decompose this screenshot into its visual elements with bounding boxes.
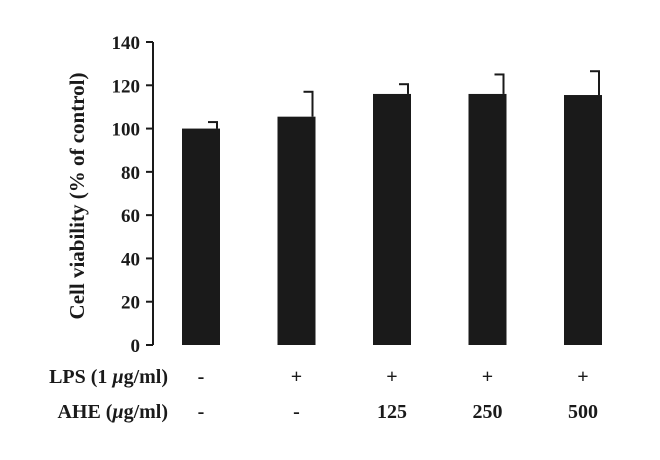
bar bbox=[373, 93, 411, 345]
y-tick-label: 120 bbox=[112, 76, 141, 97]
condition-value: - bbox=[198, 401, 205, 423]
y-axis-label: Cell viability (% of control) bbox=[65, 73, 89, 320]
bar bbox=[468, 93, 507, 345]
y-tick-label: 40 bbox=[121, 249, 140, 270]
condition-row-label: AHE (μg/ml) bbox=[57, 401, 168, 423]
condition-row-label: LPS (1 μg/ml) bbox=[49, 366, 168, 388]
condition-value: 250 bbox=[473, 401, 503, 423]
condition-value: + bbox=[291, 366, 302, 388]
row-label-part: AHE ( bbox=[57, 401, 112, 423]
condition-value: + bbox=[577, 366, 588, 388]
y-axis: 0 20 40 60 80 100 120 140 bbox=[112, 33, 154, 357]
row-label-part: g/ml) bbox=[124, 366, 168, 388]
y-tick-label: 80 bbox=[121, 163, 140, 184]
condition-value: + bbox=[482, 366, 493, 388]
row-label-part: g/ml) bbox=[124, 401, 168, 423]
y-tick-label: 0 bbox=[131, 336, 141, 357]
bar bbox=[182, 128, 220, 345]
y-tick-label: 100 bbox=[112, 120, 141, 141]
row-label-part: LPS (1 bbox=[49, 366, 112, 388]
error-bars bbox=[208, 70, 600, 129]
condition-value: 125 bbox=[377, 401, 407, 423]
bars bbox=[182, 93, 602, 346]
bar bbox=[564, 95, 602, 346]
row-label-mu: μ bbox=[111, 401, 123, 423]
y-tick-label: 20 bbox=[121, 293, 140, 314]
condition-value: - bbox=[293, 401, 300, 423]
y-tick-label: 60 bbox=[121, 206, 140, 227]
condition-value: + bbox=[386, 366, 397, 388]
condition-rows: LPS (1 μg/ml) - + + + +AHE (μg/ml) - -125 250 500 bbox=[49, 366, 598, 423]
bar bbox=[277, 116, 316, 346]
row-label-mu: μ bbox=[111, 366, 123, 388]
condition-value: - bbox=[198, 366, 205, 388]
condition-value: 500 bbox=[568, 401, 598, 423]
y-tick-label: 140 bbox=[112, 33, 141, 54]
